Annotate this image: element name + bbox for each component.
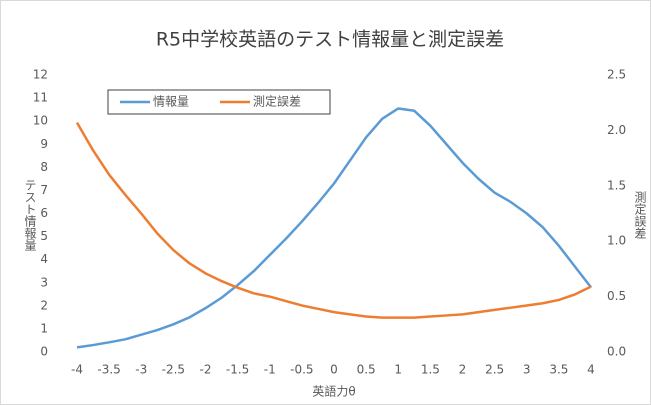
- x-tick-label: 3: [523, 363, 531, 377]
- legend-label: 測定誤差: [253, 94, 301, 109]
- y-tick-label: 1: [40, 321, 48, 335]
- series-line: [75, 122, 592, 319]
- y2-tick-label: 2.0: [607, 123, 626, 137]
- y-tick-label: 10: [33, 114, 48, 128]
- x-tick-label: 2.5: [485, 363, 504, 377]
- y-tick-label: 9: [40, 137, 48, 151]
- x-tick-label: -0.5: [290, 363, 313, 377]
- x-tick-label: 0.5: [357, 363, 376, 377]
- y-tick-label: 2: [40, 298, 48, 312]
- x-tick-label: -3: [135, 363, 147, 377]
- x-tick-label: 2: [459, 363, 467, 377]
- x-tick-label: 4: [587, 363, 595, 377]
- x-tick-label: -2: [200, 363, 212, 377]
- y-tick-label: 7: [40, 183, 48, 197]
- y-tick-label: 0: [40, 345, 48, 359]
- y-tick-label: 12: [33, 68, 48, 82]
- y-tick-label: 4: [40, 252, 48, 266]
- x-tick-label: 0: [330, 363, 338, 377]
- x-tick-label: -2.5: [162, 363, 185, 377]
- x-tick-label: -4: [71, 363, 83, 377]
- y2-tick-label: 1.0: [607, 234, 626, 248]
- series-line: [76, 107, 592, 349]
- x-axis-label: 英語力θ: [312, 384, 355, 399]
- x-tick-label: 3.5: [549, 363, 568, 377]
- y2-tick-label: 2.5: [607, 68, 626, 82]
- x-tick-label: 1.5: [421, 363, 440, 377]
- legend-label: 情報量: [153, 95, 189, 109]
- y-tick-label: 6: [40, 206, 48, 220]
- y-axis-label: テスト情報量: [23, 179, 37, 251]
- y2-tick-label: 0.0: [607, 345, 626, 359]
- y-tick-label: 8: [40, 160, 48, 174]
- y2-tick-label: 1.5: [607, 178, 626, 192]
- x-tick-label: 1: [394, 363, 402, 377]
- y-tick-label: 11: [33, 91, 48, 105]
- x-tick-label: -3.5: [97, 363, 120, 377]
- chart-title: R5中学校英語のテスト情報量と測定誤差: [156, 29, 504, 51]
- y2-axis-label: 測定誤差: [633, 191, 647, 239]
- y-tick-label: 5: [40, 229, 48, 243]
- x-tick-label: -1.5: [226, 363, 249, 377]
- x-tick-label: -1: [264, 363, 276, 377]
- y2-tick-label: 0.5: [607, 289, 626, 303]
- y-tick-label: 3: [40, 275, 48, 289]
